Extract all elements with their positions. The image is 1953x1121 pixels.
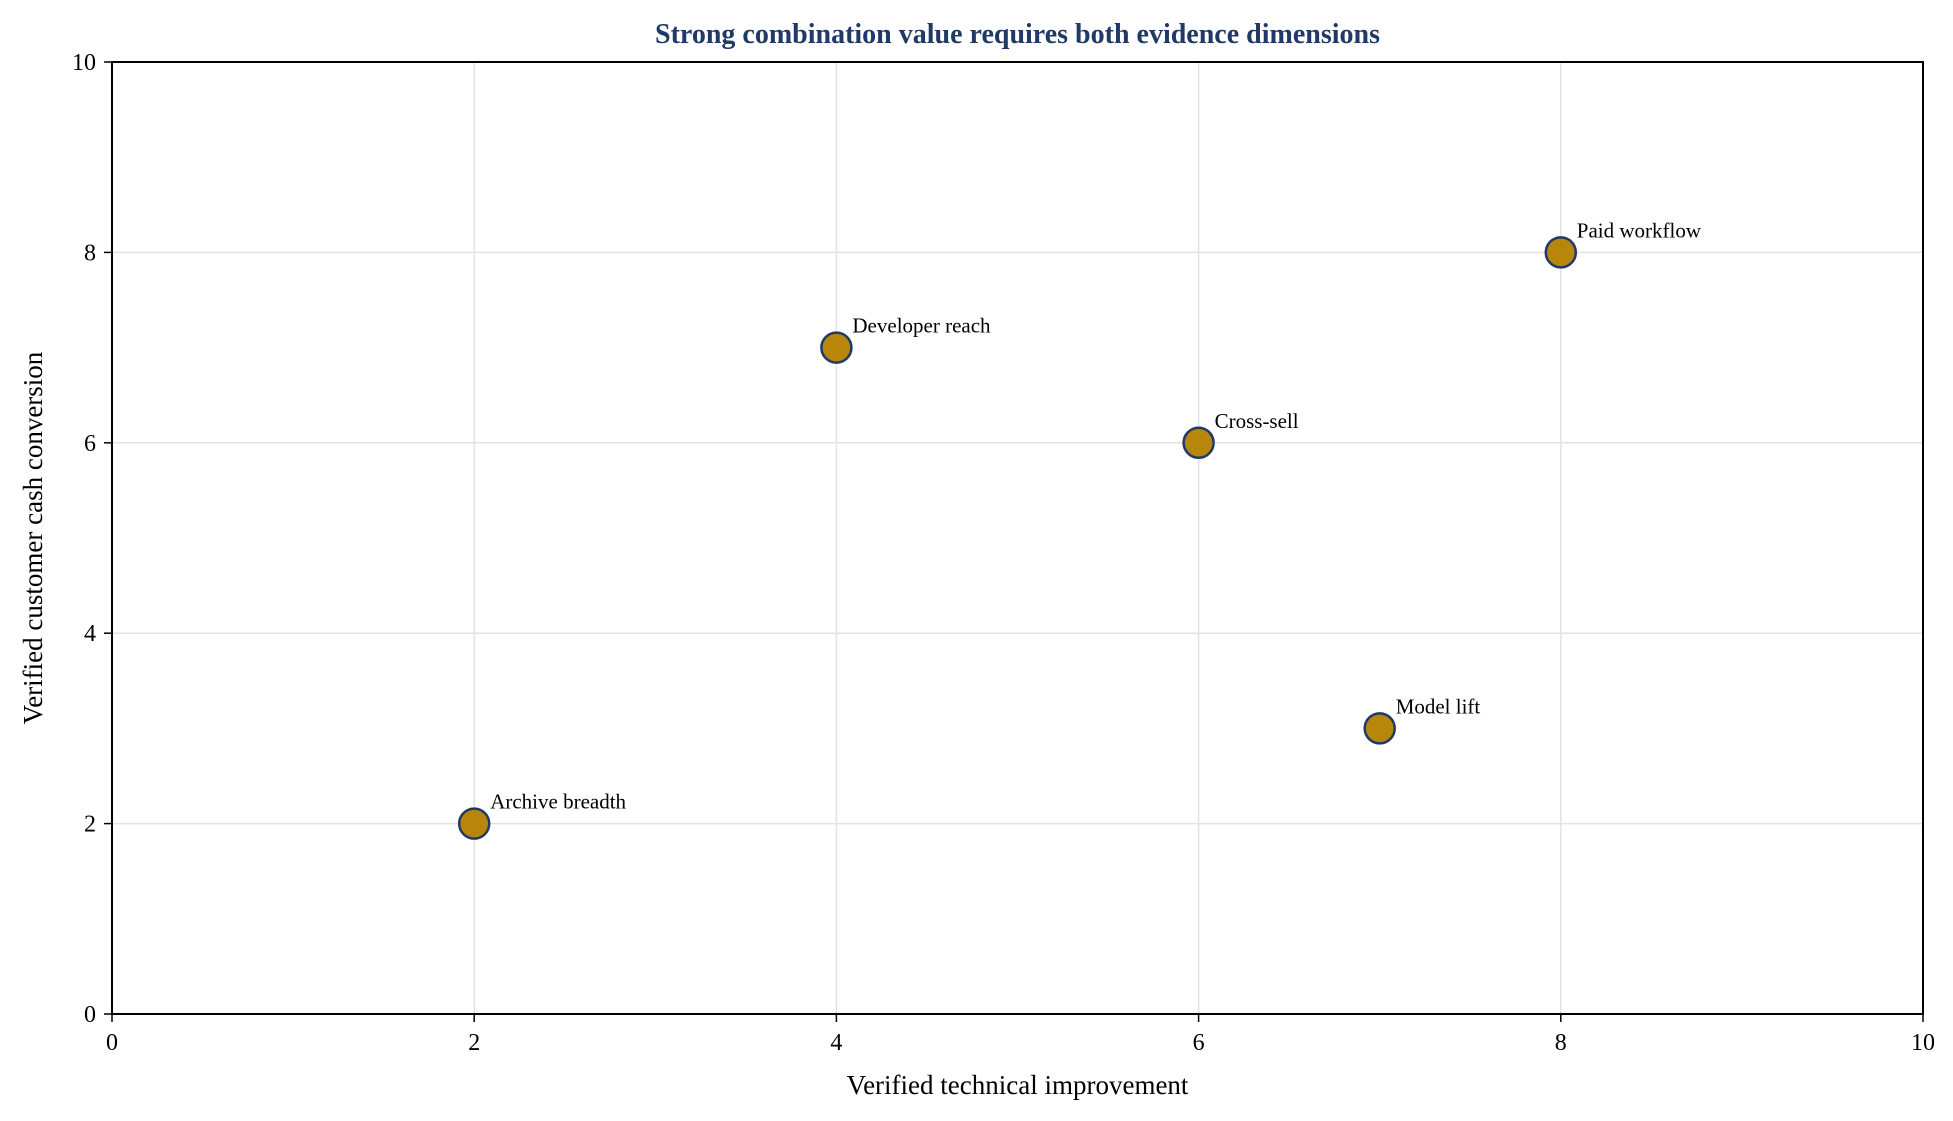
x-tick-label: 6: [1193, 1030, 1205, 1056]
x-tick-label: 8: [1555, 1030, 1567, 1056]
data-point: [1363, 712, 1396, 745]
chart-title: Strong combination value requires both e…: [655, 19, 1380, 50]
x-tick-label: 2: [468, 1030, 480, 1056]
y-tick-label: 0: [84, 1002, 96, 1028]
x-axis-label: Verified technical improvement: [847, 1070, 1189, 1100]
y-tick-label: 8: [84, 240, 96, 266]
y-tick-label: 6: [84, 431, 96, 457]
data-point: [1182, 426, 1215, 460]
plot-area-frame: [111, 61, 1924, 1015]
data-point: [457, 807, 491, 840]
grid: [112, 62, 1923, 1014]
data-point-label: Archive breadth: [490, 790, 626, 814]
y-axis-label: Verified customer cash conversion: [18, 351, 48, 724]
data-points: Archive breadth Developer reach Cross-sell…: [457, 218, 1702, 840]
y-tick-label: 4: [84, 621, 96, 647]
data-point-label: Paid workflow: [1577, 218, 1702, 242]
x-tick-label: 4: [830, 1030, 842, 1056]
x-tick-label: 0: [106, 1030, 118, 1056]
data-point-label: Model lift: [1396, 694, 1481, 718]
y-tick-label: 10: [72, 50, 96, 76]
x-tick-label: 10: [1911, 1030, 1935, 1056]
data-point: [820, 331, 853, 364]
y-tick-label: 2: [84, 812, 96, 838]
data-point-label: Cross-sell: [1215, 409, 1299, 433]
axis-ticks: 0 2 4 6 8 10 0 2 4 6 8 10: [72, 50, 1935, 1056]
data-point: [1544, 236, 1578, 269]
data-point-label: Developer reach: [852, 314, 991, 338]
